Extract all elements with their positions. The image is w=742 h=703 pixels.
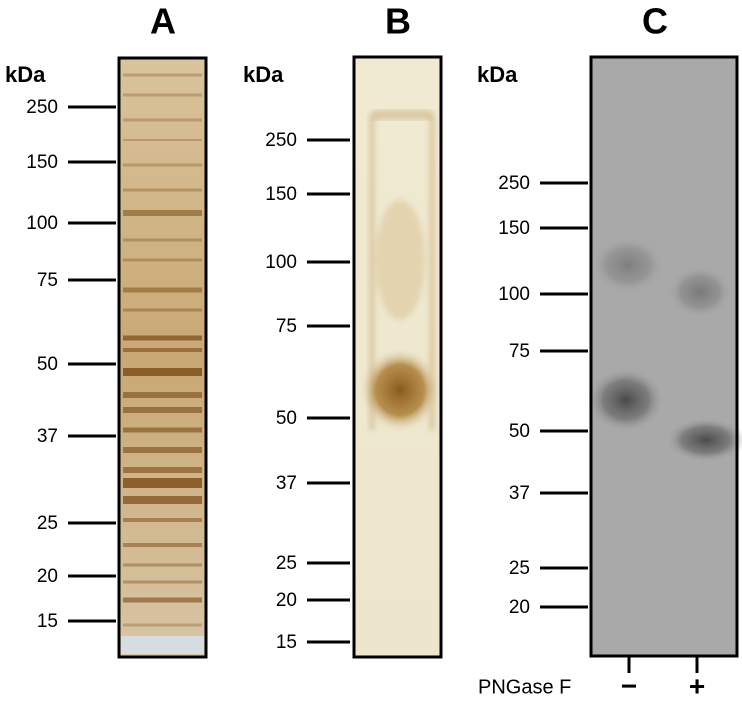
marker-label: 75: [509, 341, 530, 362]
gel-border: [117, 56, 208, 659]
band: [123, 427, 202, 433]
band: [123, 623, 202, 627]
band: [123, 238, 202, 242]
band: [123, 188, 202, 192]
lane-label: +: [689, 670, 705, 701]
band: [123, 348, 202, 352]
marker-label: 37: [37, 426, 58, 447]
marker-label: 75: [276, 316, 297, 337]
band: [123, 287, 202, 293]
marker-label: 250: [265, 130, 297, 151]
gel-c: [588, 57, 742, 656]
band: [123, 467, 202, 473]
band: [123, 163, 202, 167]
band: [123, 543, 202, 547]
marker-label: 20: [509, 597, 530, 618]
marker-label: 20: [37, 566, 58, 587]
band: [123, 392, 202, 398]
band: [123, 308, 202, 312]
lane-label: −: [621, 670, 637, 701]
marker-label: 75: [37, 270, 58, 291]
band: [123, 118, 202, 122]
marker-label: 50: [37, 354, 58, 375]
band: [123, 447, 202, 453]
treatment-label: PNGase F: [478, 676, 571, 698]
band: [123, 563, 202, 567]
unit-label: kDa: [477, 62, 518, 87]
band: [123, 93, 202, 97]
band: [123, 139, 202, 141]
panel-label: A: [150, 1, 176, 42]
marker-label: 50: [276, 408, 297, 429]
marker-label: 15: [276, 632, 297, 653]
band: [123, 518, 202, 522]
band: [123, 580, 202, 584]
band: [123, 210, 202, 216]
gel-a: [119, 58, 206, 657]
marker-label: 100: [498, 284, 530, 305]
band: [123, 368, 202, 376]
band: [123, 496, 202, 504]
band: [123, 335, 202, 341]
marker-label: 37: [509, 483, 530, 504]
marker-label: 100: [26, 213, 58, 234]
marker-label: 150: [26, 152, 58, 173]
band: [123, 597, 202, 603]
unit-label: kDa: [243, 62, 284, 87]
marker-label: 50: [509, 421, 530, 442]
band: [123, 478, 202, 488]
gel-border: [352, 55, 443, 659]
marker-label: 250: [26, 97, 58, 118]
marker-label: 25: [276, 553, 297, 574]
band: [123, 407, 202, 413]
band: [123, 73, 202, 77]
marker-label: 250: [498, 173, 530, 194]
panel-label: C: [642, 1, 668, 42]
marker-label: 37: [276, 473, 297, 494]
marker-label: 25: [509, 558, 530, 579]
marker-label: 25: [37, 513, 58, 534]
unit-label: kDa: [5, 62, 46, 87]
marker-label: 20: [276, 590, 297, 611]
panel-label: B: [385, 1, 411, 42]
marker-label: 150: [265, 184, 297, 205]
marker-label: 15: [37, 611, 58, 632]
marker-label: 150: [498, 218, 530, 239]
band: [123, 258, 202, 262]
gel-border: [589, 55, 739, 658]
gel-b: [354, 57, 441, 657]
marker-label: 100: [265, 252, 297, 273]
